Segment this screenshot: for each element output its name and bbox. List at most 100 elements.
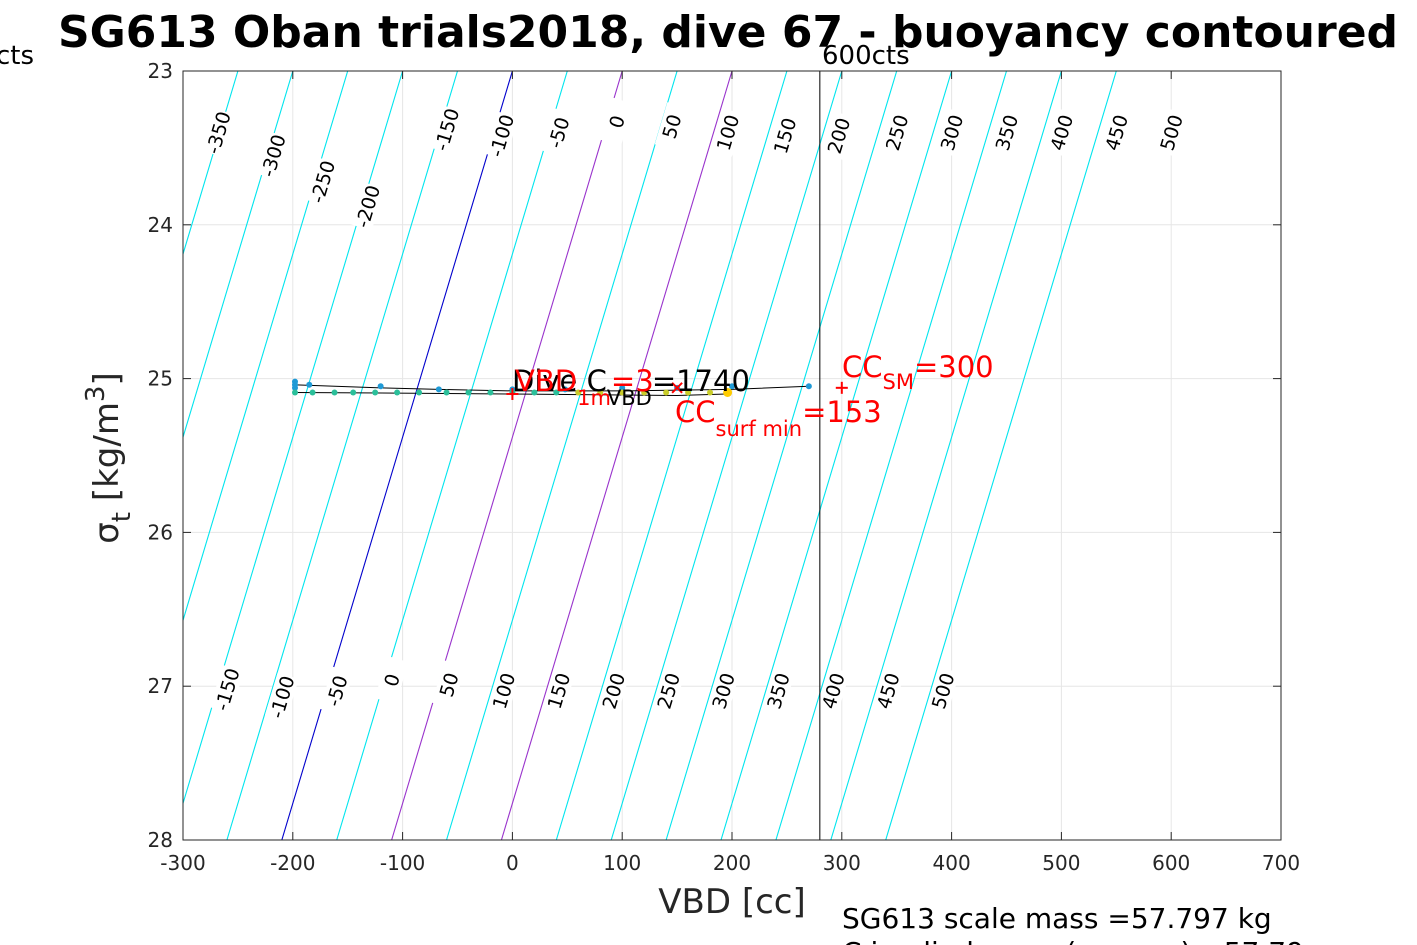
markers [506,381,848,400]
contour-label-bg [654,102,689,151]
data-point [306,381,313,388]
data-point [619,389,626,396]
data-point [394,389,401,396]
contour-label-bottom: 0 [380,671,405,689]
contour-label-bg [319,666,354,716]
x-tick-label: 600 [1152,851,1190,875]
cc-surf-min-annotation: CCsurf min=153 [675,395,882,441]
x-tick-label: 300 [823,851,861,875]
contour-label-bg [305,157,340,206]
contour-label-bg [264,672,299,722]
contour-label-bg [350,182,385,231]
data-point [291,389,298,396]
y-tick-label: 27 [148,674,173,698]
cc-sm-annotation: CCSM=300 [842,350,994,394]
plus-marker [506,387,519,400]
x-marker-b [671,382,683,394]
contour-label-bg [1154,108,1189,157]
contour-label-bg [1099,108,1134,157]
contour-line [830,71,1062,840]
data-point [465,389,472,396]
contour-label-bg [486,666,521,716]
contour-line [500,71,733,840]
contour-label-bg [429,105,464,154]
contour-line [775,71,1008,840]
contour-line [336,71,568,840]
data-point [707,389,714,396]
contour-label-bg [484,111,519,160]
y-tick-label: 24 [148,213,173,237]
contour-label-bg [1044,108,1079,157]
axis-ticks: -300 -200 -100 0 100 200 300 400 500 600 700 23 24 25… [148,59,1301,875]
contour-label-bg [767,111,802,160]
dive-c-annotation: Dive CVBD=1740 [512,364,750,410]
grid [183,71,1281,840]
x-marker [671,382,683,394]
data-point [372,389,379,396]
data-point [377,383,384,390]
data-point [331,389,338,396]
data-point [291,384,298,391]
contour-label-bg [710,108,745,157]
data-point [597,389,604,396]
contour-line [610,71,843,840]
contour-line [183,71,239,257]
contour-label-bg [210,665,244,714]
contour-label-bg [934,108,969,157]
x-tick-label: 700 [1262,851,1300,875]
y-tick-label: 26 [148,520,173,544]
contour-label-bg [541,666,576,716]
contour-label-bg [599,97,634,146]
x-axis-label: VBD [cc] [658,882,806,922]
x-tick-label: 400 [933,851,971,875]
data-point [553,389,560,396]
data-point [805,383,812,390]
data-point [416,389,423,396]
data-point [685,389,692,396]
footer-implied-mass: C implied mass (apogee) =57.79 [842,936,1304,945]
contour-label-bg [651,666,686,716]
y-tick-label: 28 [148,828,173,852]
dot-marker [723,387,733,397]
contour-label-bg [374,655,409,705]
data-point [487,389,494,396]
contour-label-bg [989,108,1024,157]
contour-label-top: 0 [605,113,630,131]
x-tick-label: 100 [603,851,641,875]
data-point [443,389,450,396]
contour-label-bg [821,111,856,160]
x-tick-label: 500 [1042,851,1080,875]
plus-marker [835,381,848,394]
contour-line [391,71,623,840]
x-tick-label: -200 [270,851,315,875]
y-tick-label: 25 [148,367,173,391]
contour-line [281,71,513,840]
y-axis-label: σt [kg/m3] [81,372,137,544]
data-point [435,386,442,393]
contour-line [720,71,953,840]
contour-label-bg [256,131,290,180]
contour-label-bg [871,666,905,716]
contour-line [226,71,459,840]
data-point [309,389,316,396]
contour-label-bg [201,108,235,157]
contour-label-bg [541,108,576,157]
contour-label-bg [816,666,850,716]
x-tick-label: 0 [506,851,519,875]
x-tick-label: 200 [713,851,751,875]
x-tick-label: -100 [380,851,425,875]
contour-label-bg [879,108,914,157]
data-point [641,389,648,396]
vbd-annotation: VBD1m=3 [515,364,654,410]
chart-title: SG613 Oban trials2018, dive 67 - buoyanc… [58,7,1398,58]
contour-label-bg [596,666,631,716]
contour-line [555,71,788,840]
data-point [562,386,569,393]
contour-line [665,71,898,840]
y-tick-label: 23 [148,59,173,83]
data-point [350,389,357,396]
left-cts-label: cts [0,41,34,71]
data-point [575,389,582,396]
